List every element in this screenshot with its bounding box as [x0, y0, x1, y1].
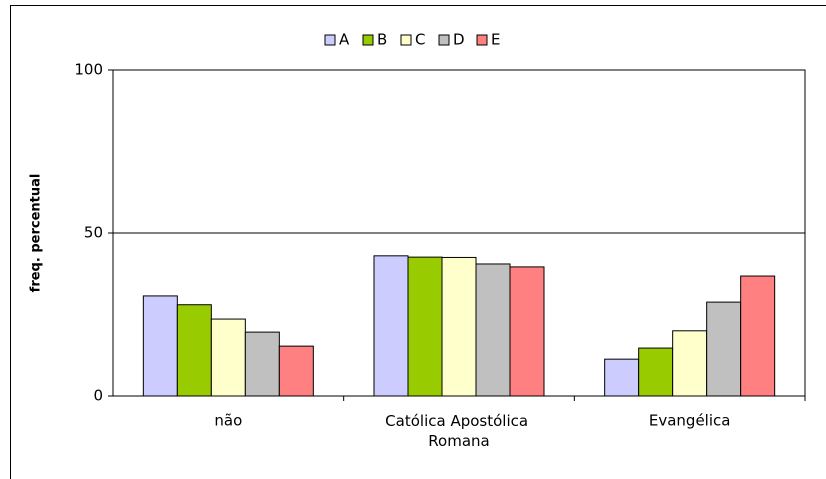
bar — [475, 263, 511, 397]
x-tick-label: Católica Apostólica Romana — [385, 412, 533, 450]
legend-label: B — [377, 31, 387, 49]
bar — [142, 295, 178, 397]
bar — [672, 330, 708, 397]
bar — [441, 256, 477, 397]
y-axis-label: freq. percentual — [29, 174, 44, 293]
y-tick-label: 100 — [74, 61, 103, 79]
bar — [373, 255, 409, 397]
bar — [176, 304, 212, 397]
legend-swatch — [362, 34, 374, 46]
bar — [407, 256, 443, 397]
legend-label: C — [415, 31, 425, 49]
x-tick-label: não — [214, 412, 242, 430]
legend-label: E — [491, 31, 500, 49]
bar — [638, 347, 674, 397]
legend-swatch — [400, 34, 412, 46]
bar — [244, 331, 280, 397]
legend-label: D — [453, 31, 465, 49]
y-tick-label: 50 — [84, 224, 103, 242]
bar — [604, 358, 640, 397]
bar — [740, 275, 776, 397]
legend-swatch — [324, 34, 336, 46]
x-tick-label: Evangélica — [649, 412, 731, 430]
legend-swatch — [438, 34, 450, 46]
bar — [278, 345, 314, 397]
bar — [210, 318, 246, 397]
legend-label: A — [339, 31, 350, 49]
bar — [706, 301, 742, 397]
y-tick-label: 0 — [93, 387, 103, 405]
legend-swatch — [476, 34, 488, 46]
bar — [509, 266, 545, 397]
